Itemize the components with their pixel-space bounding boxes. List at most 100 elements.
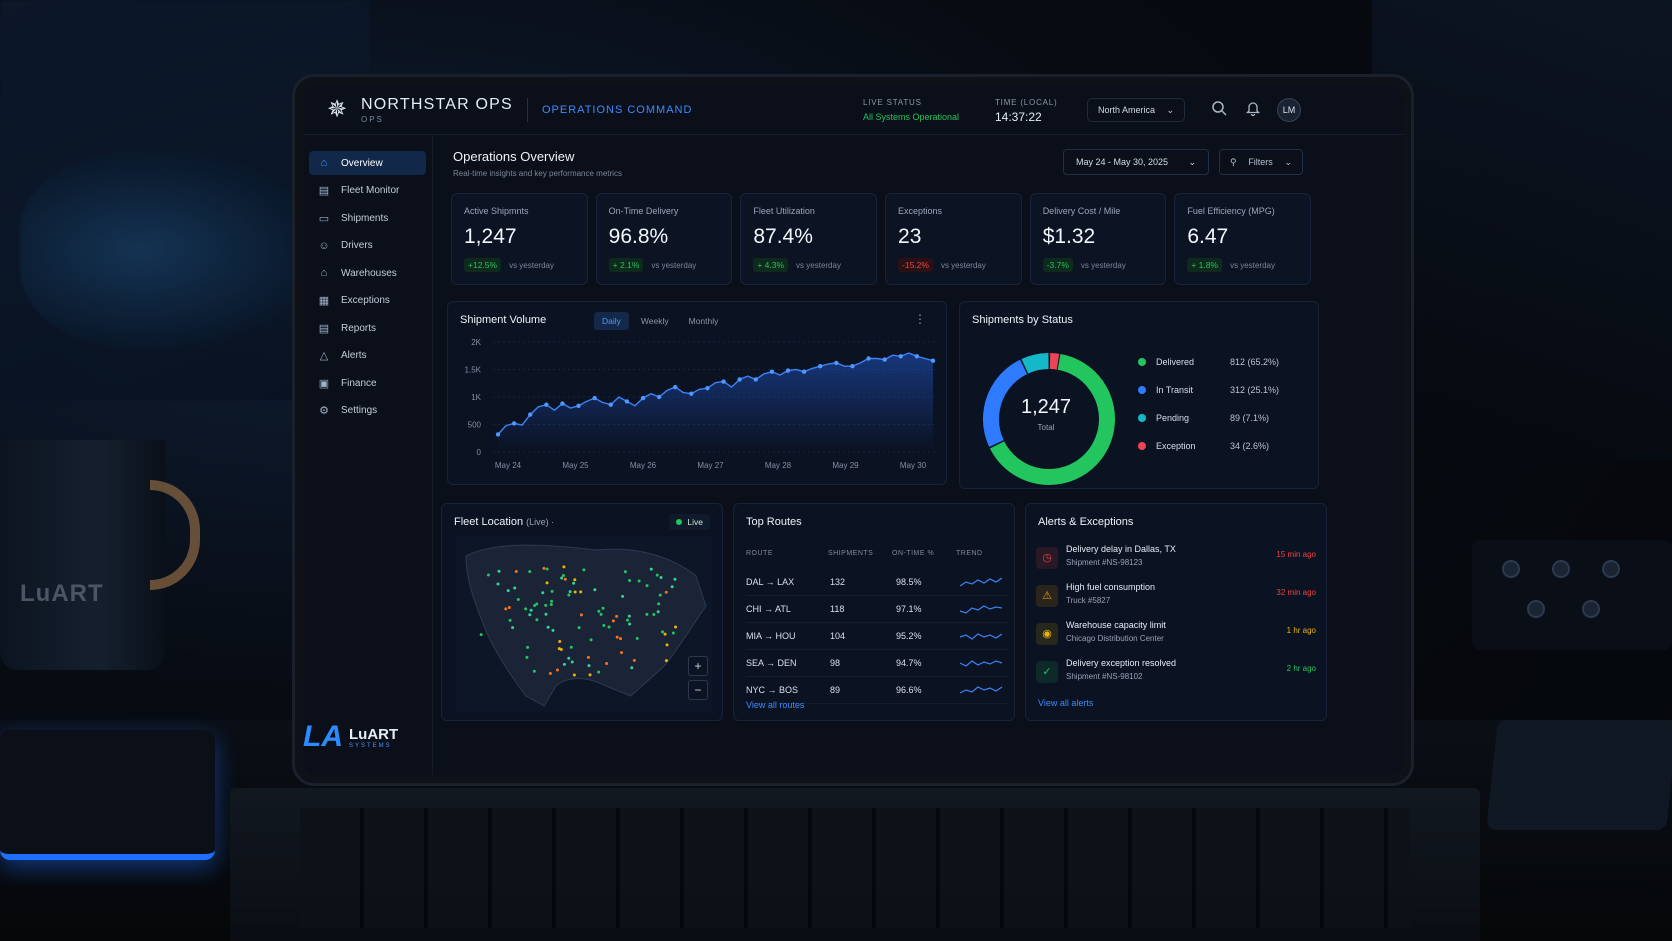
fleet-vehicle-dot[interactable] bbox=[625, 618, 629, 622]
sidebar-item-overview[interactable]: ⌂ Overview bbox=[309, 151, 426, 175]
volume-point[interactable] bbox=[721, 379, 726, 384]
table-row[interactable]: CHI → ATL 118 97.1% bbox=[746, 595, 1008, 623]
fleet-vehicle-dot[interactable] bbox=[533, 604, 537, 608]
fleet-vehicle-dot[interactable] bbox=[664, 590, 668, 594]
fleet-vehicle-dot[interactable] bbox=[572, 581, 576, 585]
view-all-alerts-link[interactable]: View all alerts bbox=[1038, 698, 1094, 708]
fleet-vehicle-dot[interactable] bbox=[560, 576, 564, 580]
fleet-vehicle-dot[interactable] bbox=[605, 662, 609, 666]
tab-daily[interactable]: Daily bbox=[594, 312, 629, 330]
zoom-out-button[interactable]: − bbox=[688, 680, 708, 700]
sidebar-item-alerts[interactable]: △ Alerts bbox=[309, 344, 426, 368]
sidebar-item-shipments[interactable]: ▭ Shipments bbox=[309, 206, 426, 230]
volume-point[interactable] bbox=[511, 421, 517, 426]
fleet-vehicle-dot[interactable] bbox=[611, 619, 615, 623]
sidebar-item-reports[interactable]: ▤ Reports bbox=[309, 316, 426, 340]
fleet-vehicle-dot[interactable] bbox=[545, 581, 549, 585]
fleet-vehicle-dot[interactable] bbox=[671, 631, 675, 635]
volume-point[interactable] bbox=[818, 364, 823, 369]
volume-point[interactable] bbox=[592, 395, 597, 401]
volume-point[interactable] bbox=[882, 357, 887, 362]
fleet-vehicle-dot[interactable] bbox=[511, 626, 515, 630]
legend-item[interactable]: Pending 89 (7.1%) bbox=[1138, 404, 1308, 432]
fleet-vehicle-dot[interactable] bbox=[486, 573, 490, 577]
fleet-vehicle-dot[interactable] bbox=[506, 589, 510, 593]
volume-point[interactable] bbox=[608, 402, 613, 407]
fleet-vehicle-dot[interactable] bbox=[628, 622, 632, 626]
fleet-vehicle-dot[interactable] bbox=[532, 669, 536, 673]
fleet-vehicle-dot[interactable] bbox=[615, 635, 619, 639]
legend-item[interactable]: Exception 34 (2.6%) bbox=[1138, 432, 1308, 460]
fleet-vehicle-dot[interactable] bbox=[513, 586, 517, 590]
fleet-vehicle-dot[interactable] bbox=[548, 672, 552, 676]
more-options-icon[interactable]: ⋮ bbox=[914, 312, 926, 326]
date-range-picker[interactable]: May 24 - May 30, 2025 ⌄ bbox=[1063, 149, 1209, 175]
fleet-vehicle-dot[interactable] bbox=[497, 569, 501, 573]
volume-point[interactable] bbox=[801, 369, 807, 374]
fleet-vehicle-dot[interactable] bbox=[569, 645, 573, 649]
bell-icon[interactable] bbox=[1243, 100, 1263, 120]
fleet-vehicle-dot[interactable] bbox=[621, 594, 625, 598]
kpi-card[interactable]: Exceptions 23 -15.2% vs yesterday bbox=[885, 193, 1022, 285]
fleet-vehicle-dot[interactable] bbox=[659, 576, 663, 580]
fleet-vehicle-dot[interactable] bbox=[627, 614, 631, 618]
donut-slice-delivered[interactable] bbox=[982, 352, 1116, 486]
avatar[interactable]: LM bbox=[1277, 98, 1301, 122]
fleet-vehicle-dot[interactable] bbox=[508, 618, 512, 622]
alert-item[interactable]: ◉ Warehouse capacity limit Chicago Distr… bbox=[1036, 618, 1322, 652]
tab-monthly[interactable]: Monthly bbox=[688, 316, 719, 326]
region-select[interactable]: North America ⌄ bbox=[1087, 98, 1185, 122]
fleet-vehicle-dot[interactable] bbox=[526, 645, 530, 649]
volume-point[interactable] bbox=[576, 403, 581, 408]
table-row[interactable]: MIA → HOU 104 95.2% bbox=[746, 622, 1008, 650]
fleet-vehicle-dot[interactable] bbox=[597, 609, 601, 613]
fleet-vehicle-dot[interactable] bbox=[664, 659, 668, 663]
fleet-vehicle-dot[interactable] bbox=[586, 655, 590, 659]
sidebar-item-fleet-monitor[interactable]: ▤ Fleet Monitor bbox=[309, 179, 426, 203]
fleet-vehicle-dot[interactable] bbox=[562, 662, 566, 666]
fleet-vehicle-dot[interactable] bbox=[544, 603, 548, 607]
fleet-vehicle-dot[interactable] bbox=[507, 606, 511, 610]
table-row[interactable]: SEA → DEN 98 94.7% bbox=[746, 649, 1008, 677]
fleet-vehicle-dot[interactable] bbox=[528, 570, 532, 574]
fleet-vehicle-dot[interactable] bbox=[535, 618, 539, 622]
fleet-vehicle-dot[interactable] bbox=[572, 673, 576, 677]
fleet-vehicle-dot[interactable] bbox=[579, 613, 583, 617]
fleet-vehicle-dot[interactable] bbox=[599, 612, 603, 616]
fleet-vehicle-dot[interactable] bbox=[615, 614, 619, 618]
fleet-vehicle-dot[interactable] bbox=[597, 670, 601, 674]
fleet-vehicle-dot[interactable] bbox=[670, 585, 674, 589]
fleet-vehicle-dot[interactable] bbox=[514, 570, 518, 574]
volume-point[interactable] bbox=[624, 399, 630, 404]
fleet-vehicle-dot[interactable] bbox=[577, 626, 581, 630]
fleet-vehicle-dot[interactable] bbox=[620, 651, 624, 655]
kpi-card[interactable]: On-Time Delivery 96.8% + 2.1% vs yesterda… bbox=[595, 193, 733, 285]
fleet-vehicle-dot[interactable] bbox=[619, 637, 623, 641]
volume-point[interactable] bbox=[834, 360, 839, 366]
fleet-vehicle-dot[interactable] bbox=[573, 578, 577, 582]
fleet-vehicle-dot[interactable] bbox=[655, 573, 659, 577]
fleet-vehicle-dot[interactable] bbox=[645, 612, 649, 616]
fleet-vehicle-dot[interactable] bbox=[658, 593, 662, 597]
fleet-vehicle-dot[interactable] bbox=[550, 589, 554, 593]
alert-item[interactable]: ✓ Delivery exception resolved Shipment #… bbox=[1036, 656, 1322, 690]
donut-slice-in-transit[interactable] bbox=[982, 352, 1116, 486]
section-title[interactable]: OPERATIONS COMMAND bbox=[542, 103, 693, 116]
fleet-vehicle-dot[interactable] bbox=[529, 608, 533, 612]
fleet-vehicle-dot[interactable] bbox=[525, 655, 529, 659]
sidebar-item-drivers[interactable]: ☺ Drivers bbox=[309, 234, 426, 258]
fleet-vehicle-dot[interactable] bbox=[637, 579, 641, 583]
fleet-vehicle-dot[interactable] bbox=[545, 567, 549, 571]
alert-item[interactable]: ◷ Delivery delay in Dallas, TX Shipment … bbox=[1036, 542, 1322, 576]
volume-point[interactable] bbox=[689, 391, 694, 396]
fleet-vehicle-dot[interactable] bbox=[587, 664, 591, 668]
zoom-in-button[interactable]: + bbox=[688, 656, 708, 676]
fleet-vehicle-dot[interactable] bbox=[649, 567, 653, 571]
volume-point[interactable] bbox=[560, 401, 565, 406]
fleet-vehicle-dot[interactable] bbox=[632, 658, 636, 662]
fleet-vehicle-dot[interactable] bbox=[516, 597, 520, 601]
volume-point[interactable] bbox=[495, 432, 501, 437]
fleet-vehicle-dot[interactable] bbox=[542, 566, 546, 570]
fleet-vehicle-dot[interactable] bbox=[579, 590, 583, 594]
fleet-vehicle-dot[interactable] bbox=[544, 612, 548, 616]
